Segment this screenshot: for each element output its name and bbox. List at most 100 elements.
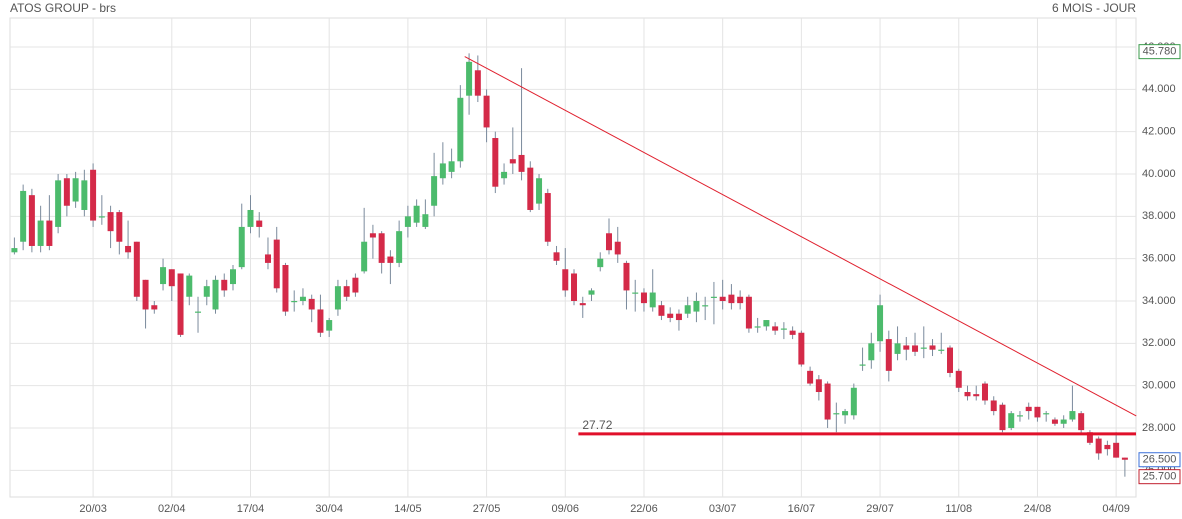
candle-body (1025, 406, 1032, 412)
candle-body (518, 154, 525, 172)
candle-body (37, 220, 44, 246)
candle-body (885, 339, 892, 371)
x-tick-label: 03/07 (709, 503, 737, 515)
candle-body (291, 300, 298, 303)
candle-body (238, 226, 245, 268)
candle-body (247, 209, 254, 227)
candle-body (186, 275, 193, 297)
candle-body (815, 379, 822, 393)
chart-title: ATOS GROUP - brs (10, 1, 116, 15)
candle-body (282, 265, 289, 312)
candle-body (798, 332, 805, 365)
candle-body (142, 279, 149, 310)
candle-body (203, 286, 210, 297)
candle-body (999, 404, 1006, 431)
y-tick-label: 40.000 (1142, 168, 1176, 180)
candle-body (466, 61, 473, 96)
price-badge (1138, 452, 1181, 468)
candle-body (675, 313, 682, 321)
candle-body (719, 296, 726, 301)
candle-body (509, 159, 516, 164)
candle-body (605, 233, 612, 251)
candle-body (256, 220, 263, 227)
chart-subtitle: 6 MOIS - JOUR (1052, 1, 1136, 15)
candle-body (868, 343, 875, 361)
candle-body (973, 394, 980, 397)
candle-body (763, 320, 770, 327)
candle-body (964, 392, 971, 397)
candle-body (571, 273, 578, 301)
candle-body (1078, 413, 1085, 431)
candle-body (317, 309, 324, 333)
candle-body (168, 269, 175, 287)
candle-body (912, 345, 919, 352)
x-tick-label: 14/05 (394, 503, 422, 515)
candle-body (63, 178, 70, 206)
candle-body (1104, 444, 1111, 450)
price-badge (1138, 44, 1181, 60)
candle-body (894, 343, 901, 354)
candle-body (334, 286, 341, 310)
candle-body (745, 296, 752, 329)
candle-body (833, 413, 840, 415)
candle-body (710, 296, 717, 298)
candle-body (448, 161, 455, 172)
x-tick-label: 30/04 (315, 503, 343, 515)
candle-body (640, 292, 647, 304)
candle-body (990, 400, 997, 412)
candle-body (98, 216, 105, 218)
candle-body (614, 241, 621, 255)
candle-body (877, 305, 884, 342)
y-tick-label: 30.000 (1142, 380, 1176, 392)
candle-body (649, 292, 656, 308)
candle-body (1051, 419, 1058, 424)
x-tick-label: 17/04 (237, 503, 265, 515)
price-badge (1138, 469, 1181, 485)
candle-body (955, 370, 962, 388)
candle-body (221, 279, 228, 291)
candle-body (46, 220, 53, 246)
candle-body (728, 294, 735, 304)
candle-body (1060, 419, 1067, 424)
candle-body (1069, 411, 1076, 420)
candle-body (422, 214, 429, 227)
candle-body (1034, 406, 1041, 418)
candle-body (929, 345, 936, 350)
candle-body (90, 169, 97, 221)
plot-frame (9, 17, 1137, 498)
candle-body (212, 279, 219, 310)
candle-body (308, 298, 315, 310)
candle-body (684, 305, 691, 314)
candle-body (667, 313, 674, 318)
candle-body (55, 180, 62, 227)
x-tick-label: 22/06 (630, 503, 658, 515)
candle-body (772, 326, 779, 331)
candle-body (702, 305, 709, 307)
candle-body (230, 269, 236, 285)
candle-body (597, 258, 604, 268)
candle-body (588, 290, 595, 295)
x-tick-label: 04/09 (1102, 503, 1130, 515)
candle-body (439, 163, 446, 179)
candle-body (981, 383, 988, 401)
candle-body (273, 239, 280, 289)
candle-body (81, 180, 88, 210)
y-tick-label: 38.000 (1142, 210, 1176, 222)
x-tick-label: 20/03 (79, 503, 107, 515)
candle-body (133, 241, 140, 297)
candle-body (562, 269, 569, 291)
candle-body (474, 70, 481, 96)
candle-body (20, 190, 27, 242)
candle-body (623, 262, 630, 291)
x-tick-label: 09/06 (552, 503, 580, 515)
candle-body (1121, 457, 1128, 460)
candle-body (1016, 415, 1023, 417)
candle-body (859, 364, 866, 366)
candle-body (177, 273, 184, 335)
candle-body (920, 347, 927, 349)
candle-body (195, 311, 202, 313)
candle-body (903, 345, 910, 350)
candle-body (404, 216, 411, 227)
trendline (464, 56, 1137, 417)
candle-body (28, 195, 35, 246)
